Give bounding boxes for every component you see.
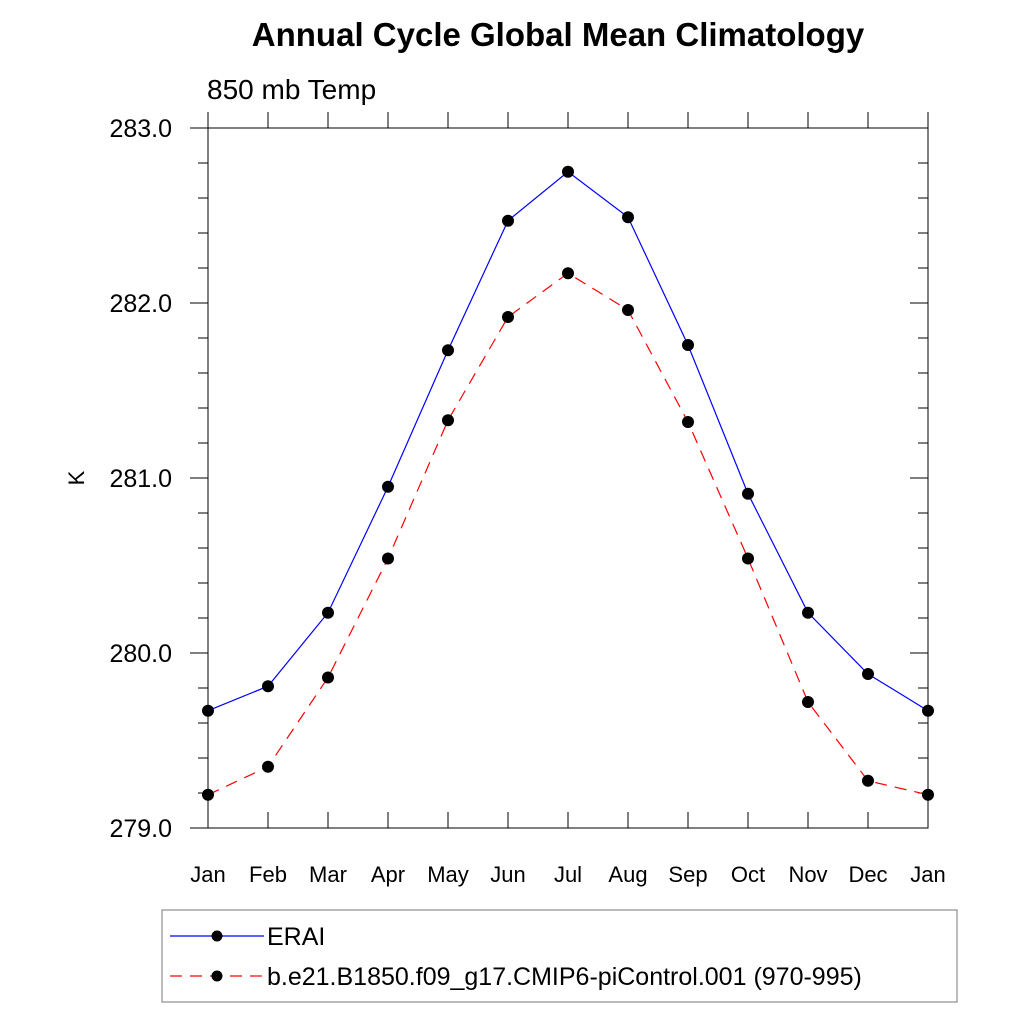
legend-box bbox=[161, 909, 958, 1003]
data-point-series-0 bbox=[862, 668, 874, 680]
data-point-series-1 bbox=[502, 311, 514, 323]
legend-marker-model bbox=[211, 970, 223, 982]
data-point-series-0 bbox=[562, 165, 574, 178]
x-tick-label: Jun bbox=[490, 862, 525, 887]
series-line-0 bbox=[207, 171, 929, 712]
data-point-series-0 bbox=[742, 487, 754, 500]
data-point-series-1 bbox=[742, 552, 754, 565]
legend: ERAI b.e21.B1850.f09_g17.CMIP6-piControl… bbox=[170, 923, 862, 991]
data-point-series-0 bbox=[922, 704, 934, 717]
legend-label-erai: ERAI bbox=[267, 923, 325, 951]
data-point-series-1 bbox=[322, 671, 334, 684]
plot-frame bbox=[207, 127, 929, 829]
data-point-series-1 bbox=[202, 788, 214, 801]
data-point-series-0 bbox=[262, 680, 274, 693]
data-point-series-1 bbox=[682, 416, 694, 428]
data-point-series-1 bbox=[262, 760, 274, 773]
chart-subtitle: 850 mb Temp bbox=[207, 74, 376, 105]
data-point-series-1 bbox=[802, 696, 814, 708]
x-tick-label: Feb bbox=[249, 862, 287, 887]
x-tick-label: Nov bbox=[788, 862, 827, 887]
data-point-series-0 bbox=[382, 480, 394, 493]
y-tick-label: 281.0 bbox=[109, 465, 172, 493]
x-tick-labels: Jan Feb Mar Apr May Jun Jul Aug Sep Oct Nov Dec Jan bbox=[190, 862, 945, 887]
legend-label-model: b.e21.B1850.f09_g17.CMIP6-piControl.001 … bbox=[267, 963, 862, 991]
axis-ticks bbox=[190, 112, 929, 829]
y-tick-labels: 279.0 280.0 281.0 282.0 283.0 bbox=[109, 115, 172, 843]
data-point-series-0 bbox=[502, 214, 514, 227]
x-tick-label: Oct bbox=[731, 862, 765, 887]
data-point-series-0 bbox=[622, 211, 634, 224]
x-tick-label: Aug bbox=[608, 862, 647, 887]
x-tick-label: Dec bbox=[848, 862, 887, 887]
x-tick-label: May bbox=[427, 862, 469, 887]
y-tick-label: 280.0 bbox=[109, 640, 172, 668]
data-point-series-0 bbox=[802, 606, 814, 619]
data-point-series-1 bbox=[442, 414, 454, 427]
y-tick-label: 282.0 bbox=[109, 290, 172, 318]
data-point-series-0 bbox=[202, 704, 214, 717]
x-tick-label: Jul bbox=[554, 862, 582, 887]
x-tick-label: Jan bbox=[190, 862, 225, 887]
x-tick-label: Sep bbox=[668, 862, 707, 887]
data-point-series-1 bbox=[862, 774, 874, 787]
x-tick-label: Apr bbox=[371, 862, 405, 887]
y-tick-label: 279.0 bbox=[109, 815, 172, 843]
data-point-series-0 bbox=[322, 606, 334, 619]
data-point-series-0 bbox=[442, 344, 454, 357]
x-tick-label: Jan bbox=[910, 862, 945, 887]
chart-title: Annual Cycle Global Mean Climatology bbox=[252, 16, 865, 53]
series-layer bbox=[202, 165, 934, 801]
data-point-series-1 bbox=[562, 267, 574, 280]
y-tick-label: 283.0 bbox=[109, 115, 172, 143]
data-point-series-1 bbox=[922, 788, 934, 801]
data-point-series-0 bbox=[682, 339, 694, 351]
y-axis-label: K bbox=[64, 470, 89, 485]
data-point-series-1 bbox=[622, 304, 634, 316]
series-line-1 bbox=[207, 272, 929, 796]
x-tick-label: Mar bbox=[309, 862, 347, 887]
legend-marker-erai bbox=[211, 930, 223, 942]
data-point-series-1 bbox=[382, 552, 394, 565]
